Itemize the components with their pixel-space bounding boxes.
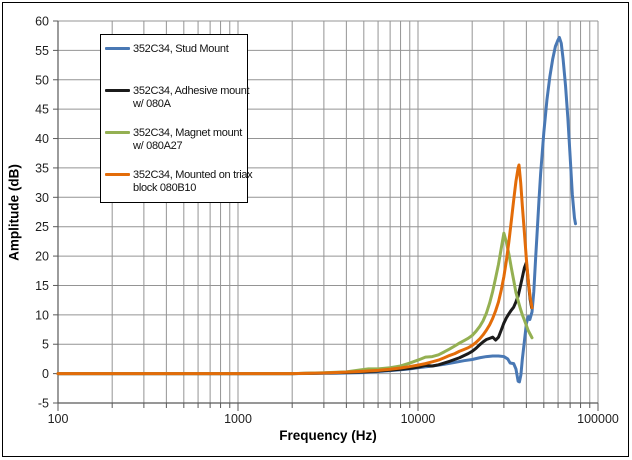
y-tick-label: 30 — [35, 191, 49, 205]
legend-line-swatch — [105, 131, 130, 135]
legend-entry: 352C34, Stud Mount — [104, 43, 245, 56]
legend-entry: 352C34, Magnet mount w/ 080A27 — [104, 127, 245, 153]
legend-label: 352C34, Adhesive mount w/ 080A — [133, 85, 250, 110]
y-axis-title: Amplitude (dB) — [6, 164, 22, 261]
y-tick-label: 60 — [35, 15, 49, 29]
legend-label: 352C34, Stud Mount — [133, 43, 229, 55]
legend-line-swatch — [105, 89, 130, 93]
legend-label: 352C34, Mounted on triax block 080B10 — [133, 169, 253, 194]
x-tick-label: 1000 — [224, 412, 252, 426]
y-tick-label: 55 — [35, 44, 49, 58]
legend-entry: 352C34, Mounted on triax block 080B10 — [104, 169, 253, 195]
legend-line-swatch — [105, 47, 130, 51]
y-tick-label: 25 — [35, 220, 49, 234]
y-tick-label: 20 — [35, 250, 49, 264]
y-tick-label: 40 — [35, 132, 49, 146]
y-tick-label: 35 — [35, 161, 49, 175]
y-tick-label: 15 — [35, 279, 49, 293]
legend-line-swatch — [105, 173, 130, 177]
x-tick-label: 100 — [48, 412, 69, 426]
y-tick-label: 45 — [35, 103, 49, 117]
y-tick-label: -5 — [38, 397, 49, 411]
legend: 352C34, Stud Mount 352C34, Adhesive mount… — [100, 34, 253, 203]
y-tick-label: 50 — [35, 73, 49, 87]
y-tick-label: 5 — [42, 338, 49, 352]
y-tick-label: 0 — [42, 367, 49, 381]
series-line-352c34-adhesive-mount-w-080a — [56, 261, 534, 376]
y-tick-label: 10 — [35, 308, 49, 322]
legend-label: 352C34, Magnet mount w/ 080A27 — [133, 127, 242, 152]
x-axis-title: Frequency (Hz) — [279, 428, 377, 443]
legend-entry: 352C34, Adhesive mount w/ 080A — [104, 85, 250, 111]
x-tick-label: 100000 — [577, 412, 619, 426]
series-line-352c34-mounted-on-triax-block-080b10 — [56, 163, 534, 376]
x-tick-label: 10000 — [401, 412, 436, 426]
series-line-352c34-magnet-mount-w-080a27 — [56, 231, 534, 376]
